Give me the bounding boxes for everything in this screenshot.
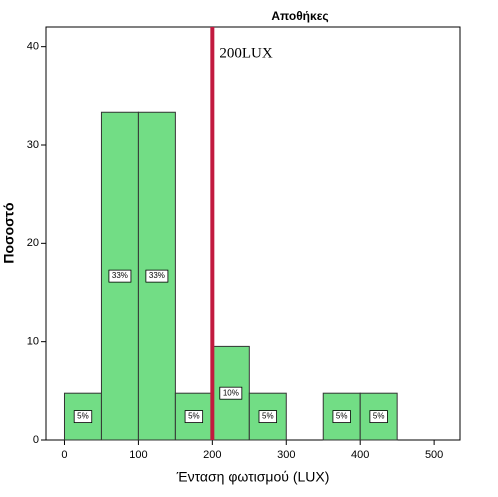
x-tick-label: 500 [425, 449, 443, 461]
bar-value-label: 5% [336, 412, 348, 421]
bar-value-label: 10% [223, 388, 239, 397]
reference-line-label: 200LUX [219, 45, 272, 61]
bar-value-label: 33% [112, 271, 128, 280]
label-box [369, 410, 388, 423]
x-tick-label: 200 [203, 449, 221, 461]
y-tick-label: 0 [33, 434, 39, 446]
x-tick-label: 300 [277, 449, 295, 461]
bar-value-label: 5% [373, 412, 385, 421]
y-tick-label: 30 [27, 139, 39, 151]
bar-value-label: 5% [262, 412, 274, 421]
x-tick-label: 100 [129, 449, 147, 461]
label-box [73, 410, 93, 423]
bar-value-label: 5% [188, 412, 200, 421]
label-box [108, 269, 132, 283]
bar-value-label: 33% [149, 271, 165, 280]
x-tick-label: 400 [351, 449, 369, 461]
label-box [332, 410, 351, 423]
label-box [145, 269, 169, 283]
label-box [184, 410, 204, 423]
label-box [258, 410, 277, 423]
chart-title: Αποθήκες [271, 9, 328, 23]
x-axis-label: Ένταση φωτισμού (LUX) [176, 469, 330, 485]
y-tick-label: 10 [27, 336, 39, 348]
label-box [219, 386, 243, 400]
y-tick-label: 40 [27, 41, 39, 53]
y-tick-label: 20 [27, 237, 39, 249]
bar-value-label: 5% [77, 412, 89, 421]
x-tick-label: 0 [61, 449, 67, 461]
y-axis-label: Ποσοστό [1, 202, 17, 263]
